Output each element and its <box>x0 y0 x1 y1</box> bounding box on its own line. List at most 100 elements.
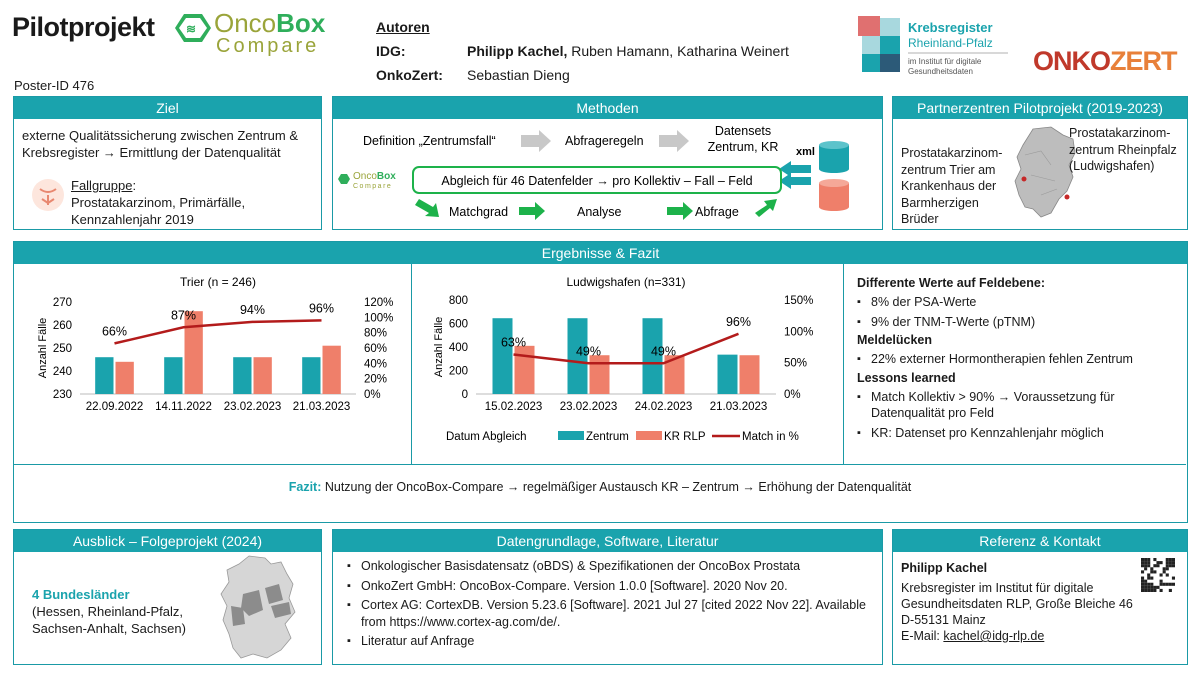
panel-referenz: Referenz & Kontakt Philipp Kachel Krebsr… <box>892 529 1188 665</box>
abgleich-text: Abgleich für 46 Datenfelder → pro Kollek… <box>441 174 752 188</box>
x-tick-label: 15.02.2023 <box>485 401 543 413</box>
germany-map-icon <box>219 554 301 667</box>
legend-match: Match in % <box>742 431 799 443</box>
svg-text:Krebsregister: Krebsregister <box>908 20 993 35</box>
bar-kr-rlp <box>514 345 535 394</box>
bar-zentrum <box>717 354 738 394</box>
y-tick-label: 400 <box>449 342 468 354</box>
database-salmon-icon <box>819 179 849 211</box>
y-tick-label: 270 <box>53 297 72 309</box>
ziel-text: externe Qualitätssicherung zwischen Zent… <box>22 128 299 160</box>
arrow-gray-1-icon <box>521 130 551 152</box>
fazit-line: Fazit: Nutzung der OncoBox-Compare → reg… <box>288 480 912 494</box>
oncobox-compare-logo: ≋ OncoBox Compare <box>172 6 352 63</box>
literature-item: Onkologischer Basisdatensatz (oBDS) & Sp… <box>347 558 867 575</box>
panel-ausblick-title: Ausblick – Folgeprojekt (2024) <box>14 530 321 552</box>
data-label-match: 63% <box>501 336 526 350</box>
bar-zentrum <box>642 318 663 394</box>
bar-kr-rlp <box>664 355 685 394</box>
panel-partner-title: Partnerzentren Pilotprojekt (2019-2023) <box>893 97 1187 119</box>
finding-item: KR: Datenset pro Kennzahlenjahr möglich <box>857 425 1179 442</box>
y-tick-label: 600 <box>449 319 468 331</box>
bar-zentrum <box>164 357 183 394</box>
y2-tick-label: 120% <box>364 297 393 309</box>
data-label-match: 87% <box>171 308 196 322</box>
step-datensets: Datensets <box>715 124 771 138</box>
authors-heading: Autoren <box>376 19 430 35</box>
bar-kr-rlp <box>184 311 203 394</box>
y2-tick-label: 20% <box>364 374 387 386</box>
y2-tick-label: 0% <box>784 389 801 401</box>
contact-block: Philipp Kachel Krebsregister im Institut… <box>901 560 1141 644</box>
abgleich-box <box>412 166 782 194</box>
y2-tick-label: 0% <box>364 389 381 401</box>
svg-text:Gesundheitsdaten: Gesundheitsdaten <box>908 67 973 76</box>
partner-ludwigshafen: Prostatakarzinom-zentrum Rheinpfalz (Lud… <box>1069 126 1177 173</box>
data-label-match: 49% <box>651 344 676 358</box>
svg-text:≋: ≋ <box>186 22 196 36</box>
contact-name: Philipp Kachel <box>901 561 988 575</box>
y-axis-label: Anzahl Fälle <box>433 317 445 378</box>
y-tick-label: 250 <box>53 343 72 355</box>
bar-zentrum <box>95 357 114 394</box>
data-label-match: 96% <box>309 301 334 315</box>
mini-oncobox-logo-icon: OncoBox Compare <box>338 171 396 190</box>
fallgruppe-block: Fallgruppe: Prostatakarzinom, Primärfäll… <box>71 178 246 227</box>
bar-zentrum <box>233 357 252 394</box>
arrow-gray-2-icon <box>659 130 689 152</box>
y-tick-label: 800 <box>449 295 468 307</box>
findings-h1: Differente Werte auf Feldebene: <box>857 276 1046 290</box>
bar-kr-rlp <box>739 355 760 394</box>
svg-text:OncoBox: OncoBox <box>214 8 326 38</box>
y2-tick-label: 40% <box>364 358 387 370</box>
email-link[interactable]: kachel@idg-rlp.de <box>943 629 1045 643</box>
krebsregister-logo: Krebsregister Rheinland-Pfalz im Institu… <box>858 12 1018 87</box>
methoden-flow: Definition „Zentrumsfall“ Abfrageregeln … <box>338 124 849 220</box>
panel-ziel-title: Ziel <box>14 97 321 119</box>
findings-block: Differente Werte auf Feldebene: 8% der P… <box>857 276 1179 444</box>
onkozert-logo: ONKOZERT <box>1033 46 1177 76</box>
y-tick-label: 230 <box>53 389 72 401</box>
literature-item: OnkoZert GmbH: OncoBox-Compare. Version … <box>347 578 867 595</box>
panel-daten-title: Datengrundlage, Software, Literatur <box>333 530 882 552</box>
y-tick-label: 240 <box>53 366 72 378</box>
y2-tick-label: 50% <box>784 358 807 370</box>
y2-tick-label: 60% <box>364 343 387 355</box>
legend-swatch-zentrum <box>558 431 584 440</box>
arrow-teal-1-icon <box>779 161 811 177</box>
y2-tick-label: 100% <box>784 326 813 338</box>
step-definition: Definition „Zentrumsfall“ <box>363 134 496 148</box>
line-match <box>114 319 322 345</box>
bar-zentrum <box>302 357 321 394</box>
x-tick-label: 21.03.2023 <box>710 401 768 413</box>
poster-id: Poster-ID 476 <box>14 78 95 93</box>
arrow-green-2-icon <box>667 202 693 220</box>
data-label-match: 49% <box>576 344 601 358</box>
findings-h3: Lessons learned <box>857 370 956 385</box>
bar-kr-rlp <box>589 355 610 394</box>
literature-item: Literatur auf Anfrage <box>347 633 867 650</box>
y2-tick-label: 80% <box>364 328 387 340</box>
chart-ludwigshafen: Ludwigshafen (n=331) 0 200 400 600 800 0% 50% 10… <box>433 275 813 443</box>
svg-text:Compare: Compare <box>216 35 319 57</box>
panel-ziel: Ziel externe Qualitätssicherung zwischen… <box>13 96 322 230</box>
arrow-green-1-icon <box>519 202 545 220</box>
authors-block: Autoren IDG: Philipp Kachel, Ruben Hamann… <box>376 15 789 87</box>
data-label-match: 66% <box>102 324 127 338</box>
findings-h2: Meldelücken <box>857 333 933 347</box>
prostate-icon <box>30 177 66 218</box>
bar-zentrum <box>492 318 513 394</box>
step-matchgrad: Matchgrad <box>449 205 508 219</box>
legend-zentrum: Zentrum <box>586 431 629 443</box>
x-tick-label: 22.09.2022 <box>86 401 144 413</box>
partner-trier: Prostatakarzinom-zentrum Trier am Kranke… <box>901 146 1003 226</box>
chart-trier: Trier (n = 246) 230 240 250 260 270 0% 20% 40% 60… <box>37 275 393 413</box>
line-match <box>513 332 739 365</box>
panel-partnerzentren: Partnerzentren Pilotprojekt (2019-2023) … <box>892 96 1188 230</box>
legend-kr: KR RLP <box>664 431 706 443</box>
x-tick-label: 23.02.2023 <box>224 401 282 413</box>
y2-tick-label: 100% <box>364 312 393 324</box>
bar-zentrum <box>567 318 588 394</box>
x-tick-label: 23.02.2023 <box>560 401 618 413</box>
panel-datengrundlage: Datengrundlage, Software, Literatur Onko… <box>332 529 883 665</box>
